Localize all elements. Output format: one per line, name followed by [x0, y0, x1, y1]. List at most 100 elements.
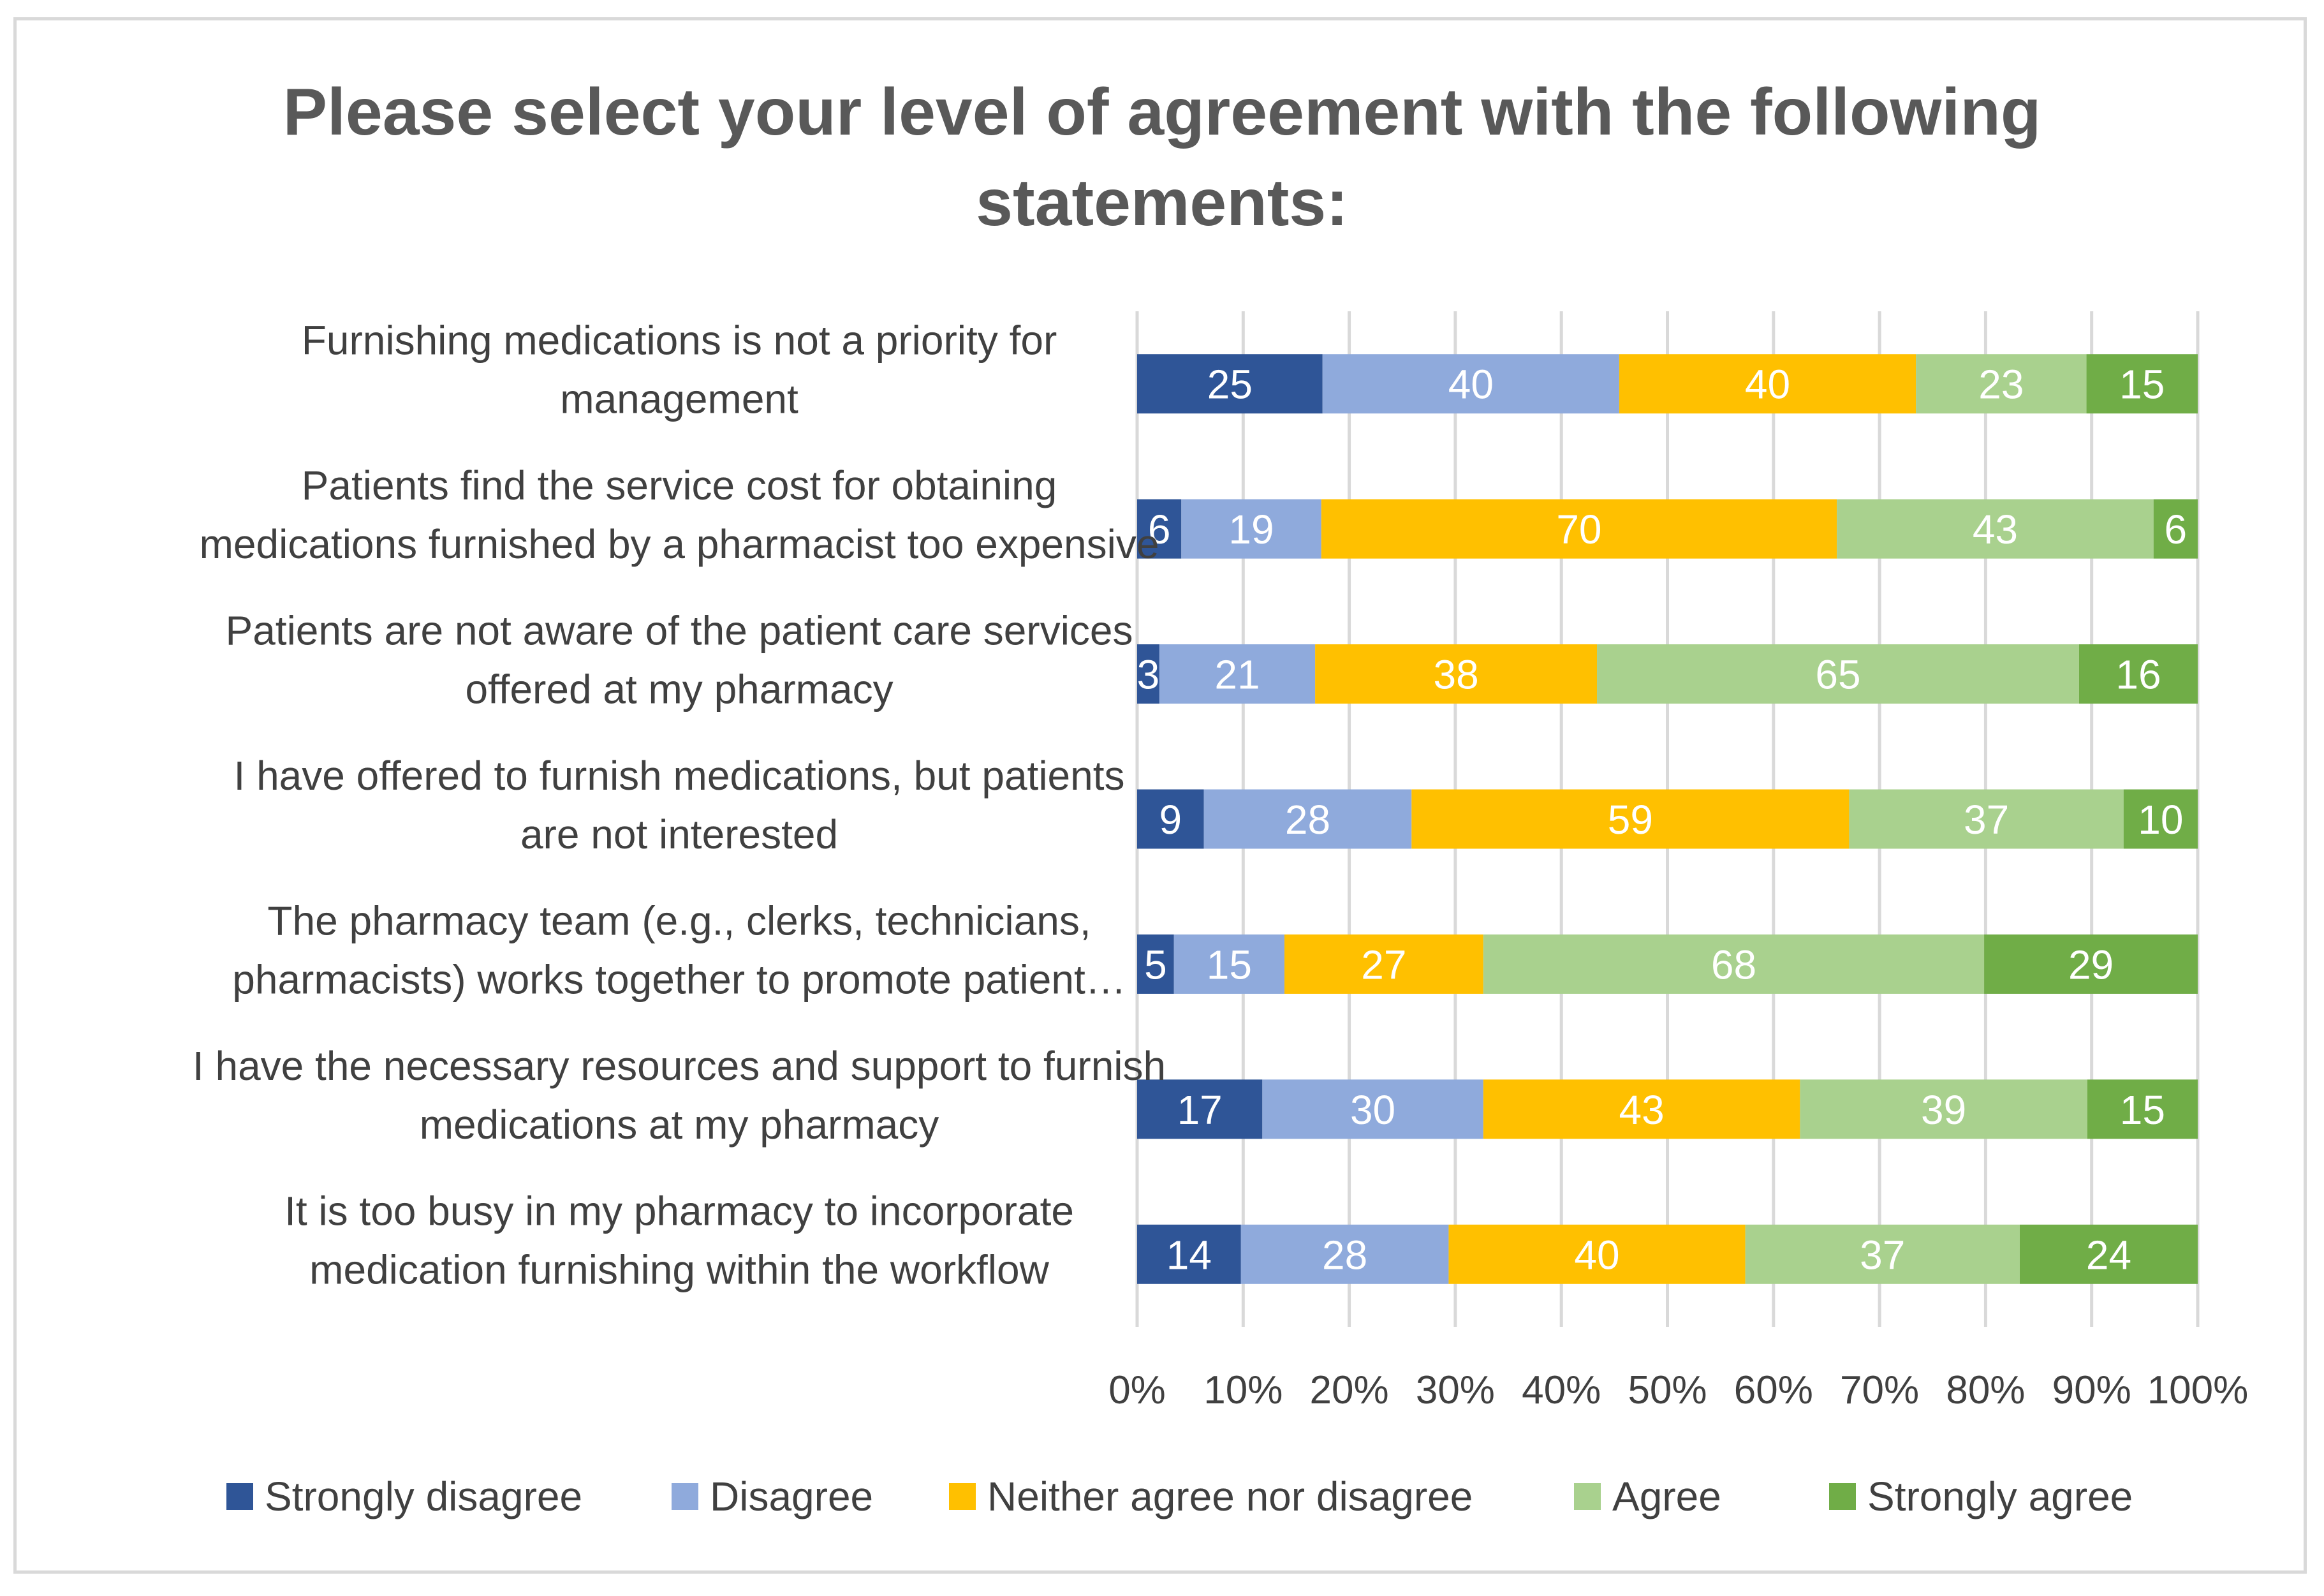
data-label: 37 [1860, 1232, 1905, 1278]
category-label: I have offered to furnish medications, b… [234, 753, 1125, 799]
category-label: offered at my pharmacy [465, 667, 893, 713]
bar-segment-agree [1837, 499, 2154, 559]
bar-segment-disagree [1203, 789, 1412, 849]
bar-segment-disagree [1181, 499, 1321, 559]
bar-segment-strongly-agree [1984, 934, 2198, 994]
bar-segment-neither-agree-nor-disagree [1411, 789, 1850, 849]
bar-segment-agree [1849, 789, 2124, 849]
x-tick-label: 100% [2147, 1368, 2249, 1412]
legend-swatch [672, 1483, 698, 1510]
bar-segment-strongly-agree [2153, 499, 2198, 559]
bar-segment-disagree [1159, 644, 1316, 704]
data-label: 43 [1619, 1087, 1664, 1133]
x-tick-label: 60% [1734, 1368, 1813, 1412]
chart-title-line-1: Please select your level of agreement wi… [283, 75, 2041, 149]
bar-segment-agree [1483, 934, 1985, 994]
data-label: 16 [2115, 652, 2161, 698]
legend-label: Agree [1612, 1474, 1721, 1519]
bar-segment-strongly-disagree [1137, 789, 1204, 849]
data-label: 6 [2165, 506, 2188, 552]
data-label: 6 [1148, 506, 1171, 552]
data-label: 10 [2138, 797, 2183, 843]
data-label: 40 [1448, 362, 1494, 408]
category-label: Furnishing medications is not a priority… [302, 318, 1057, 364]
data-label: 40 [1574, 1232, 1619, 1278]
category-label: I have the necessary resources and suppo… [193, 1043, 1166, 1089]
x-tick-label: 30% [1416, 1368, 1495, 1412]
legend-swatch [226, 1483, 253, 1510]
x-tick-label: 20% [1310, 1368, 1389, 1412]
bar-segment-strongly-agree [2019, 1224, 2198, 1284]
data-label: 9 [1159, 797, 1182, 843]
data-label: 28 [1285, 797, 1330, 843]
x-tick-label: 50% [1628, 1368, 1707, 1412]
data-label: 30 [1350, 1087, 1395, 1133]
bar-segment-agree [1745, 1224, 2020, 1284]
category-label: are not interested [520, 811, 838, 857]
legend-label: Neither agree nor disagree [987, 1474, 1473, 1519]
bar-segment-disagree [1173, 934, 1284, 994]
data-label: 15 [2119, 362, 2165, 408]
bar-segment-strongly-agree [2087, 1079, 2198, 1139]
bar-segment-neither-agree-nor-disagree [1315, 644, 1598, 704]
category-label: The pharmacy team (e.g., clerks, technic… [267, 898, 1091, 943]
data-label: 23 [1978, 362, 2024, 408]
bar-segment-disagree [1322, 354, 1619, 414]
bar-segment-strongly-agree [2086, 354, 2198, 414]
data-label: 68 [1711, 942, 1756, 987]
data-label: 38 [1433, 652, 1478, 698]
bar-segment-strongly-disagree [1137, 1079, 1263, 1139]
legend-swatch [1574, 1483, 1601, 1510]
bar-segment-strongly-disagree [1137, 354, 1323, 414]
x-tick-label: 0% [1108, 1368, 1166, 1412]
data-label: 65 [1815, 652, 1860, 698]
bar-segment-strongly-disagree [1137, 644, 1159, 704]
data-label: 15 [2120, 1087, 2165, 1133]
category-label: Patients find the service cost for obtai… [302, 462, 1057, 508]
data-label: 17 [1177, 1087, 1223, 1133]
legend-label: Disagree [710, 1474, 873, 1519]
category-label: medications furnished by a pharmacist to… [200, 521, 1159, 567]
data-label: 37 [1964, 797, 2009, 843]
bar-segment-neither-agree-nor-disagree [1284, 934, 1483, 994]
bar-segment-strongly-disagree [1137, 1224, 1241, 1284]
data-label: 39 [1921, 1087, 1966, 1133]
category-label: medication furnishing within the workflo… [309, 1246, 1049, 1292]
data-label: 25 [1207, 362, 1253, 408]
chart-title-line-2: statements: [976, 166, 1348, 240]
bar-segment-disagree [1240, 1224, 1449, 1284]
category-label: pharmacists) works together to promote p… [232, 956, 1126, 1002]
data-label: 59 [1608, 797, 1653, 843]
x-tick-label: 90% [2052, 1368, 2131, 1412]
category-label: management [560, 376, 798, 422]
x-tick-label: 80% [1946, 1368, 2025, 1412]
bar-segment-strongly-agree [2123, 789, 2198, 849]
data-label: 3 [1137, 652, 1160, 698]
data-label: 5 [1144, 942, 1167, 987]
bar-segment-neither-agree-nor-disagree [1483, 1079, 1800, 1139]
data-label: 40 [1745, 362, 1790, 408]
data-label: 43 [1973, 506, 2018, 552]
bar-segment-strongly-disagree [1137, 934, 1174, 994]
x-tick-label: 40% [1522, 1368, 1601, 1412]
bar-segment-neither-agree-nor-disagree [1619, 354, 1916, 414]
bar-segment-disagree [1262, 1079, 1483, 1139]
data-label: 24 [2086, 1232, 2131, 1278]
data-label: 29 [2068, 942, 2114, 987]
bar-segment-agree [1916, 354, 2087, 414]
legend-swatch [949, 1483, 976, 1510]
data-label: 70 [1556, 506, 1601, 552]
data-label: 27 [1361, 942, 1406, 987]
category-label: It is too busy in my pharmacy to incorpo… [284, 1188, 1074, 1234]
bar-segment-agree [1800, 1079, 2087, 1139]
bar-segment-agree [1597, 644, 2079, 704]
bar-segment-strongly-agree [2078, 644, 2198, 704]
data-label: 21 [1214, 652, 1260, 698]
data-label: 14 [1166, 1232, 1212, 1278]
chart-title: Please select your level of agreement wi… [0, 67, 2324, 248]
x-tick-label: 70% [1840, 1368, 1919, 1412]
bar-segment-neither-agree-nor-disagree [1448, 1224, 1746, 1284]
bar-segment-strongly-disagree [1137, 499, 1182, 559]
data-label: 15 [1207, 942, 1252, 987]
